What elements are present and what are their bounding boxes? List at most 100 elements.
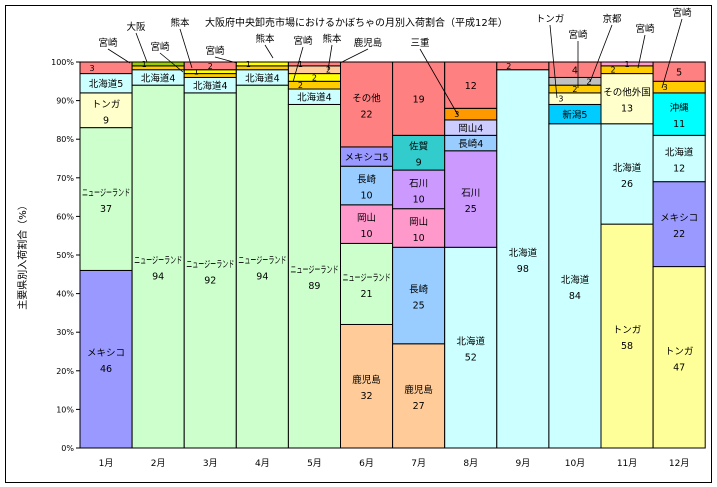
y-tick-label: 80%	[56, 135, 74, 144]
segment-label: ニュージーランド	[186, 259, 234, 270]
segment-label: ニュージーランド	[238, 256, 286, 267]
x-tick-label: 5月	[307, 458, 322, 469]
x-tick-label: 1月	[99, 458, 114, 469]
annotation-label: 熊本	[255, 33, 275, 45]
segment-value: 2	[506, 62, 511, 71]
segment-value: 4	[572, 66, 578, 77]
annotation-label: トンガ	[536, 14, 565, 25]
bar-segment	[652, 92, 706, 136]
segment-value: 10	[361, 229, 373, 240]
segment-label: 北海道	[509, 247, 538, 259]
y-axis-label: 主要県別入荷割合（%）	[16, 200, 29, 310]
segment-value: 3	[90, 64, 95, 73]
segment-value: 5	[676, 68, 682, 79]
segment-value: 3	[558, 95, 563, 104]
segment-label: 鹿児島	[404, 384, 433, 396]
x-tick-label: 8月	[463, 458, 478, 469]
bar-segment	[444, 150, 498, 248]
segment-label: ニュージーランド	[82, 188, 130, 199]
segment-value: 2	[326, 66, 331, 75]
annotation-label: 京都	[602, 13, 622, 25]
bar-segment	[287, 103, 341, 449]
segment-label: 北海道	[456, 336, 485, 348]
y-tick-label: 60%	[56, 212, 74, 221]
x-tick-label: 10月	[565, 458, 585, 469]
annotation-label: 大阪	[126, 21, 146, 33]
bar-segment	[652, 61, 706, 82]
segment-value: 92	[204, 275, 216, 286]
y-tick-label: 30%	[56, 328, 74, 337]
y-tick-label: 100%	[51, 58, 74, 67]
bar-segment	[287, 61, 341, 67]
segment-value: 19	[413, 95, 425, 106]
segment-value: 2	[298, 81, 303, 90]
segment-label: 長崎	[357, 174, 377, 186]
chart-frame	[5, 5, 712, 483]
annotation-leader-line	[637, 34, 646, 69]
x-tick-label: 6月	[359, 458, 374, 469]
annotation-label: 宮崎	[672, 7, 692, 19]
bar-segment	[444, 107, 498, 121]
bar-segment	[600, 73, 654, 125]
annotation-leader-line	[292, 46, 304, 83]
x-tick-label: 11月	[617, 458, 637, 469]
segment-label: 北海道	[613, 162, 642, 174]
bar-segment	[131, 84, 185, 449]
annotation-label: 宮崎	[568, 29, 588, 41]
segment-label: 北海道4	[193, 80, 228, 92]
segment-label: トンガ	[665, 346, 694, 357]
segment-value: 2	[208, 62, 213, 71]
bar-segment	[652, 134, 706, 183]
segment-value: 12	[465, 81, 477, 92]
segment-label: 岡山	[357, 213, 376, 224]
x-tick-label: 3月	[203, 458, 218, 469]
segment-value: 25	[465, 204, 477, 215]
segment-value: 9	[103, 115, 109, 126]
segment-value: 22	[673, 229, 685, 240]
annotation-leader-line	[135, 32, 148, 63]
bar-segment	[392, 169, 446, 210]
segment-value: 2	[586, 77, 591, 86]
bar-segment	[652, 80, 706, 94]
segment-value: 1	[194, 68, 199, 77]
segment-value: 1	[298, 60, 303, 69]
segment-label: 鹿児島	[352, 374, 381, 386]
annotation-label: 熊本	[170, 17, 190, 29]
segment-value: 2	[572, 85, 577, 94]
segment-value: 27	[413, 401, 425, 412]
bar-segment	[235, 61, 289, 67]
annotation-label: 宮崎	[635, 23, 655, 35]
segment-value: 13	[621, 104, 633, 115]
bar-segment	[652, 181, 706, 268]
segment-value: 25	[413, 301, 425, 312]
chart-title: 大阪府中央卸売市場におけるかぼちゃの月別入荷割合（平成12年）	[205, 16, 508, 29]
segment-value: 3	[454, 110, 459, 119]
annotation-leader-line	[419, 48, 459, 116]
annotation-leader-line	[327, 44, 333, 71]
annotation-leader-line	[264, 44, 274, 59]
annotation-leader-line	[214, 56, 238, 64]
segment-value: 1	[625, 60, 630, 69]
y-tick-label: 70%	[56, 174, 74, 183]
segment-label: 佐賀	[409, 141, 428, 153]
segment-value: 32	[361, 391, 373, 402]
annotation-leader-line	[159, 52, 184, 73]
segment-label: その他	[352, 92, 381, 104]
y-tick-label: 50%	[56, 251, 74, 260]
bar-segment	[444, 61, 498, 109]
segment-value: 1	[246, 60, 251, 69]
segment-label: 北海道5	[89, 78, 124, 90]
segment-value: 10	[413, 233, 425, 244]
segment-label: 岡山	[409, 217, 428, 228]
segment-label: メキシコ	[660, 213, 698, 224]
segment-label: メキシコ5	[345, 153, 389, 164]
annotation-leader-line	[107, 48, 131, 64]
y-tick-label: 90%	[56, 97, 74, 106]
segment-value: 10	[413, 194, 425, 205]
segment-value: 84	[569, 291, 581, 302]
segment-label: トンガ	[92, 99, 121, 110]
bar-segment	[131, 61, 185, 67]
segment-value: 98	[517, 264, 529, 275]
segment-label: ニュージーランド	[134, 256, 182, 267]
